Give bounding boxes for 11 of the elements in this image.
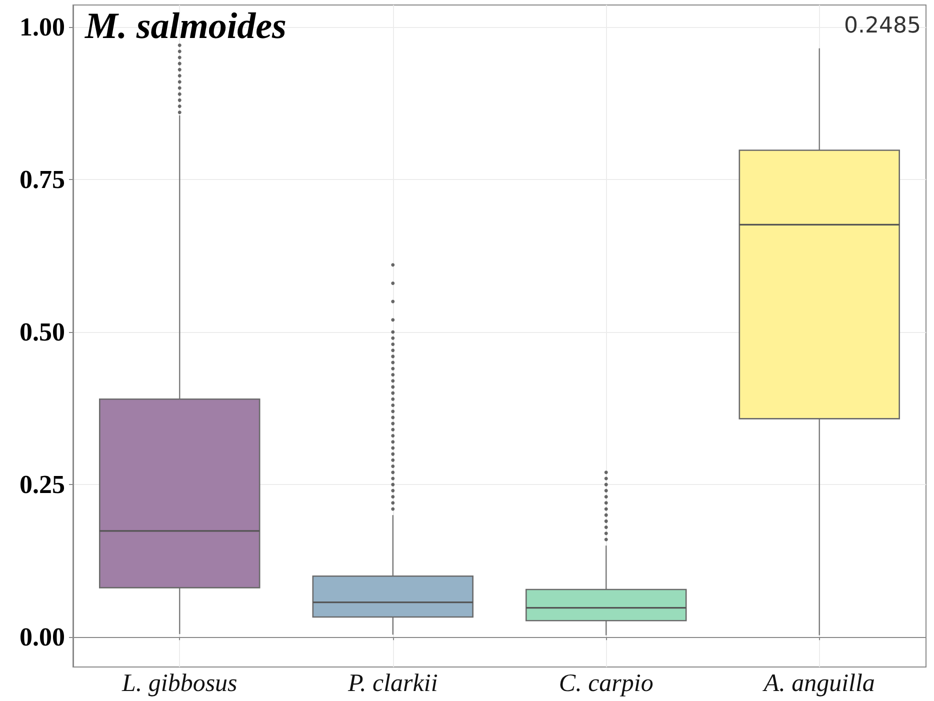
y-tick-label: 0.50 (20, 318, 65, 347)
x-tick-label: A. anguilla (762, 670, 875, 697)
chart-title: M. salmoides (84, 6, 286, 47)
x-tick-label: C. carpio (558, 670, 654, 697)
y-tick-label: 0.00 (20, 622, 65, 652)
y-tick-label: 0.75 (20, 165, 65, 194)
annotation: 0.2485 (844, 14, 922, 38)
x-tick-label: P. clarkii (346, 670, 438, 697)
x-tick-label: L. gibbosus (120, 670, 238, 697)
y-tick-label: 0.25 (20, 470, 65, 500)
y-tick-label: 1.00 (20, 12, 65, 42)
